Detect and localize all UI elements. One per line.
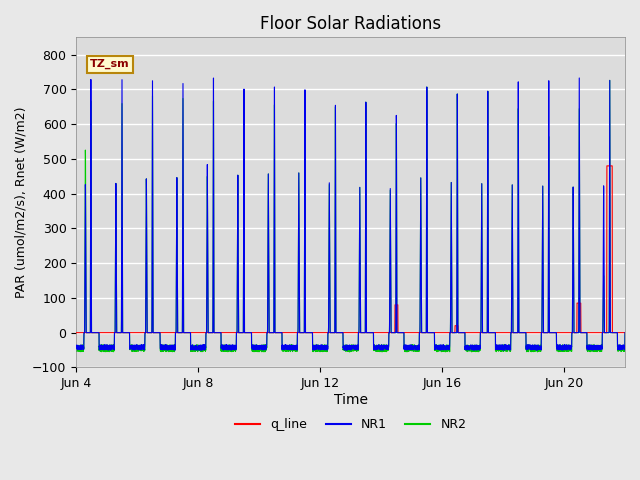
q_line (603, 163, 611, 169)
NR1 (174, 330, 182, 336)
NR2 (257, 343, 264, 349)
Line: q_line: q_line (76, 166, 625, 333)
NR2 (399, 330, 406, 336)
q_line (257, 330, 264, 336)
NR1 (257, 345, 264, 350)
NR2 (346, 349, 353, 355)
Line: NR2: NR2 (76, 80, 625, 352)
q_line (95, 330, 102, 336)
q_line (174, 330, 182, 336)
X-axis label: Time: Time (333, 393, 367, 407)
q_line (72, 330, 80, 336)
Line: NR1: NR1 (76, 78, 625, 350)
q_line (171, 330, 179, 336)
q_line (621, 330, 629, 336)
NR1 (399, 330, 406, 336)
NR2 (174, 330, 182, 336)
Text: TZ_sm: TZ_sm (90, 59, 130, 69)
NR1 (575, 75, 583, 81)
Title: Floor Solar Radiations: Floor Solar Radiations (260, 15, 441, 33)
NR2 (95, 330, 102, 336)
NR2 (621, 330, 629, 336)
Y-axis label: PAR (umol/m2/s), Rnet (W/m2): PAR (umol/m2/s), Rnet (W/m2) (15, 107, 28, 298)
NR2 (171, 349, 179, 355)
Legend: q_line, NR1, NR2: q_line, NR1, NR2 (230, 413, 471, 436)
NR1 (621, 330, 629, 336)
NR1 (72, 344, 80, 349)
NR1 (259, 347, 267, 353)
NR2 (615, 346, 623, 352)
NR1 (615, 344, 623, 349)
q_line (615, 330, 623, 336)
NR1 (171, 342, 179, 348)
q_line (399, 330, 406, 336)
NR1 (95, 330, 102, 336)
NR2 (72, 346, 80, 351)
NR2 (606, 77, 614, 83)
